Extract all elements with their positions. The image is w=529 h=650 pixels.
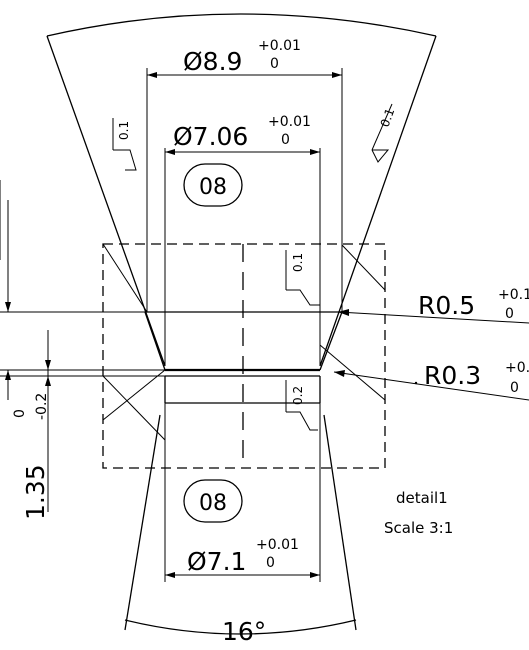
- cone-right-lower: [323, 414, 357, 631]
- cone-left-upper: [46, 35, 166, 367]
- outer-diameter-tol-upper: +0.01: [258, 38, 301, 54]
- height-arrow-a: [45, 360, 51, 370]
- height-arrow-mid: [5, 370, 11, 380]
- surface-finish-lower-right: 0.2: [285, 380, 318, 431]
- chamfer-left: [144, 311, 166, 371]
- hatch-5: [319, 344, 386, 401]
- height-label: 1.35: [21, 464, 50, 520]
- radius-lower-leader: [333, 371, 529, 401]
- hatch-3: [102, 375, 166, 441]
- hatch-2: [102, 369, 166, 421]
- radius-lower-label: R0.3: [424, 361, 481, 390]
- radius-lower-arrow: [334, 370, 345, 377]
- inner-diameter-tol-lower: 0: [281, 132, 290, 148]
- cone-left-lower: [124, 414, 161, 631]
- callout-top-label: 08: [199, 175, 227, 200]
- detail-scale: Scale 3:1: [384, 519, 453, 537]
- surface-finish-mid-right: 0.1: [285, 250, 320, 306]
- stray-mark: [414, 381, 418, 385]
- radius-lower-tol-lower: 0: [510, 380, 519, 396]
- surface-finish-upper-left-value: 0.1: [117, 121, 131, 140]
- surface-finish-upper-left: 0.1: [112, 118, 137, 171]
- radius-upper-tol-lower: 0: [505, 306, 514, 322]
- radius-upper-label: R0.5: [418, 291, 475, 320]
- height-arrow-top: [5, 302, 11, 312]
- inner-diameter-label: Ø7.06: [173, 122, 248, 151]
- callout-top-bubble: [183, 163, 243, 207]
- outer-diameter-label: Ø8.9: [183, 47, 242, 76]
- hatch-1: [102, 243, 148, 313]
- detail-boundary: [102, 243, 386, 469]
- surface-finish-upper-right: 0.1: [371, 103, 398, 163]
- callout-bottom-bubble: [183, 479, 243, 523]
- bottom-diameter-label: Ø7.1: [187, 547, 246, 576]
- radius-upper-arrow: [338, 309, 349, 316]
- chamfer-right: [319, 311, 343, 371]
- radius-upper-tol-upper: +0.1: [498, 287, 529, 303]
- hatch-4: [341, 244, 386, 291]
- top-angle-arc: [46, 13, 437, 37]
- height-tol-lower: -0.2: [34, 393, 50, 420]
- surface-finish-lower-right-value: 0.2: [291, 386, 305, 405]
- radius-lower-tol-upper: +0.: [505, 360, 529, 376]
- height-tol-upper: 0: [12, 409, 28, 418]
- outer-diameter-tol-lower: 0: [270, 56, 279, 72]
- surface-finish-mid-right-value: 0.1: [291, 253, 305, 272]
- angle-label: 16°: [222, 617, 266, 646]
- bottom-diameter-tol-upper: +0.01: [256, 537, 299, 553]
- cone-right-upper: [319, 35, 437, 367]
- detail-name: detail1: [396, 489, 448, 507]
- callout-bottom-label: 08: [199, 491, 227, 516]
- surface-finish-upper-right-value: 0.1: [378, 106, 398, 129]
- radius-upper-leader: [337, 311, 529, 324]
- height-arrow-b: [45, 376, 51, 386]
- bottom-angle-arc: [124, 619, 357, 635]
- bottom-diameter-tol-lower: 0: [266, 555, 275, 571]
- inner-diameter-tol-upper: +0.01: [268, 114, 311, 130]
